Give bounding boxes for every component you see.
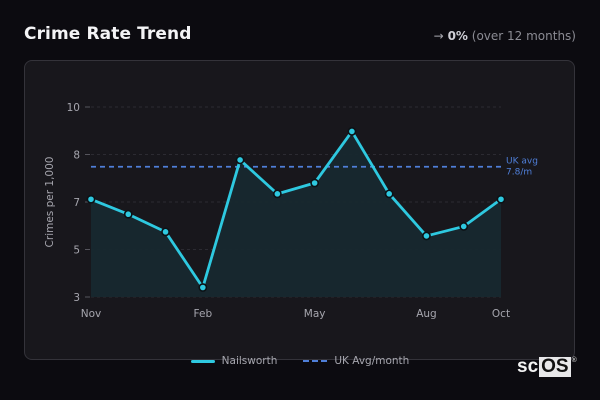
legend-item-uk-avg[interactable]: UK Avg/month bbox=[303, 355, 409, 367]
data-point[interactable] bbox=[384, 189, 394, 199]
uk-average-value: 7.8/m bbox=[506, 168, 532, 178]
trend-period: (over 12 months) bbox=[471, 29, 576, 43]
y-tick-label: 10 bbox=[67, 102, 80, 114]
series-line-nailsworth bbox=[90, 130, 502, 289]
data-point[interactable] bbox=[347, 127, 357, 136]
legend-item-nailsworth[interactable]: Nailsworth bbox=[190, 355, 278, 367]
trend-arrow-icon: → bbox=[433, 29, 444, 43]
data-point[interactable] bbox=[310, 178, 320, 188]
trend-summary: → 0% (over 12 months) bbox=[434, 29, 576, 43]
x-tick-label: Oct bbox=[492, 308, 510, 320]
data-point[interactable] bbox=[235, 155, 245, 165]
x-tick-label: May bbox=[304, 308, 326, 320]
data-point[interactable] bbox=[496, 194, 506, 204]
trend-value: 0% bbox=[447, 29, 468, 43]
chart-title: Crime Rate Trend bbox=[24, 24, 192, 44]
data-point[interactable] bbox=[161, 227, 170, 237]
y-tick-label: 5 bbox=[73, 245, 80, 257]
data-points bbox=[86, 127, 506, 292]
data-point[interactable] bbox=[459, 222, 469, 231]
y-tick-label: 8 bbox=[73, 150, 80, 162]
legend: Nailsworth UK Avg/month bbox=[0, 355, 600, 367]
x-tick-label: Aug bbox=[416, 308, 437, 320]
series-area bbox=[91, 131, 501, 297]
y-tick-label: 3 bbox=[73, 292, 80, 304]
x-axis: Nov Feb May Aug Oct bbox=[81, 308, 510, 320]
dashed-line-swatch-icon bbox=[303, 360, 328, 362]
legend-label: UK Avg/month bbox=[334, 355, 410, 367]
data-point[interactable] bbox=[422, 231, 431, 241]
scos-logo: sc OS ® bbox=[517, 356, 577, 377]
y-tick-label: 7 bbox=[73, 197, 80, 209]
data-point[interactable] bbox=[86, 194, 96, 204]
y-axis-label: Crimes per 1,000 bbox=[44, 157, 56, 248]
data-point[interactable] bbox=[123, 209, 133, 219]
y-axis: 3 5 7 8 10 bbox=[67, 102, 90, 304]
data-point[interactable] bbox=[272, 189, 282, 199]
data-point[interactable] bbox=[198, 283, 208, 292]
x-tick-label: Nov bbox=[81, 308, 102, 320]
solid-line-swatch-icon bbox=[190, 359, 215, 363]
legend-label: Nailsworth bbox=[221, 355, 278, 367]
x-tick-label: Feb bbox=[194, 308, 213, 320]
uk-average-label: UK avg bbox=[506, 157, 538, 167]
